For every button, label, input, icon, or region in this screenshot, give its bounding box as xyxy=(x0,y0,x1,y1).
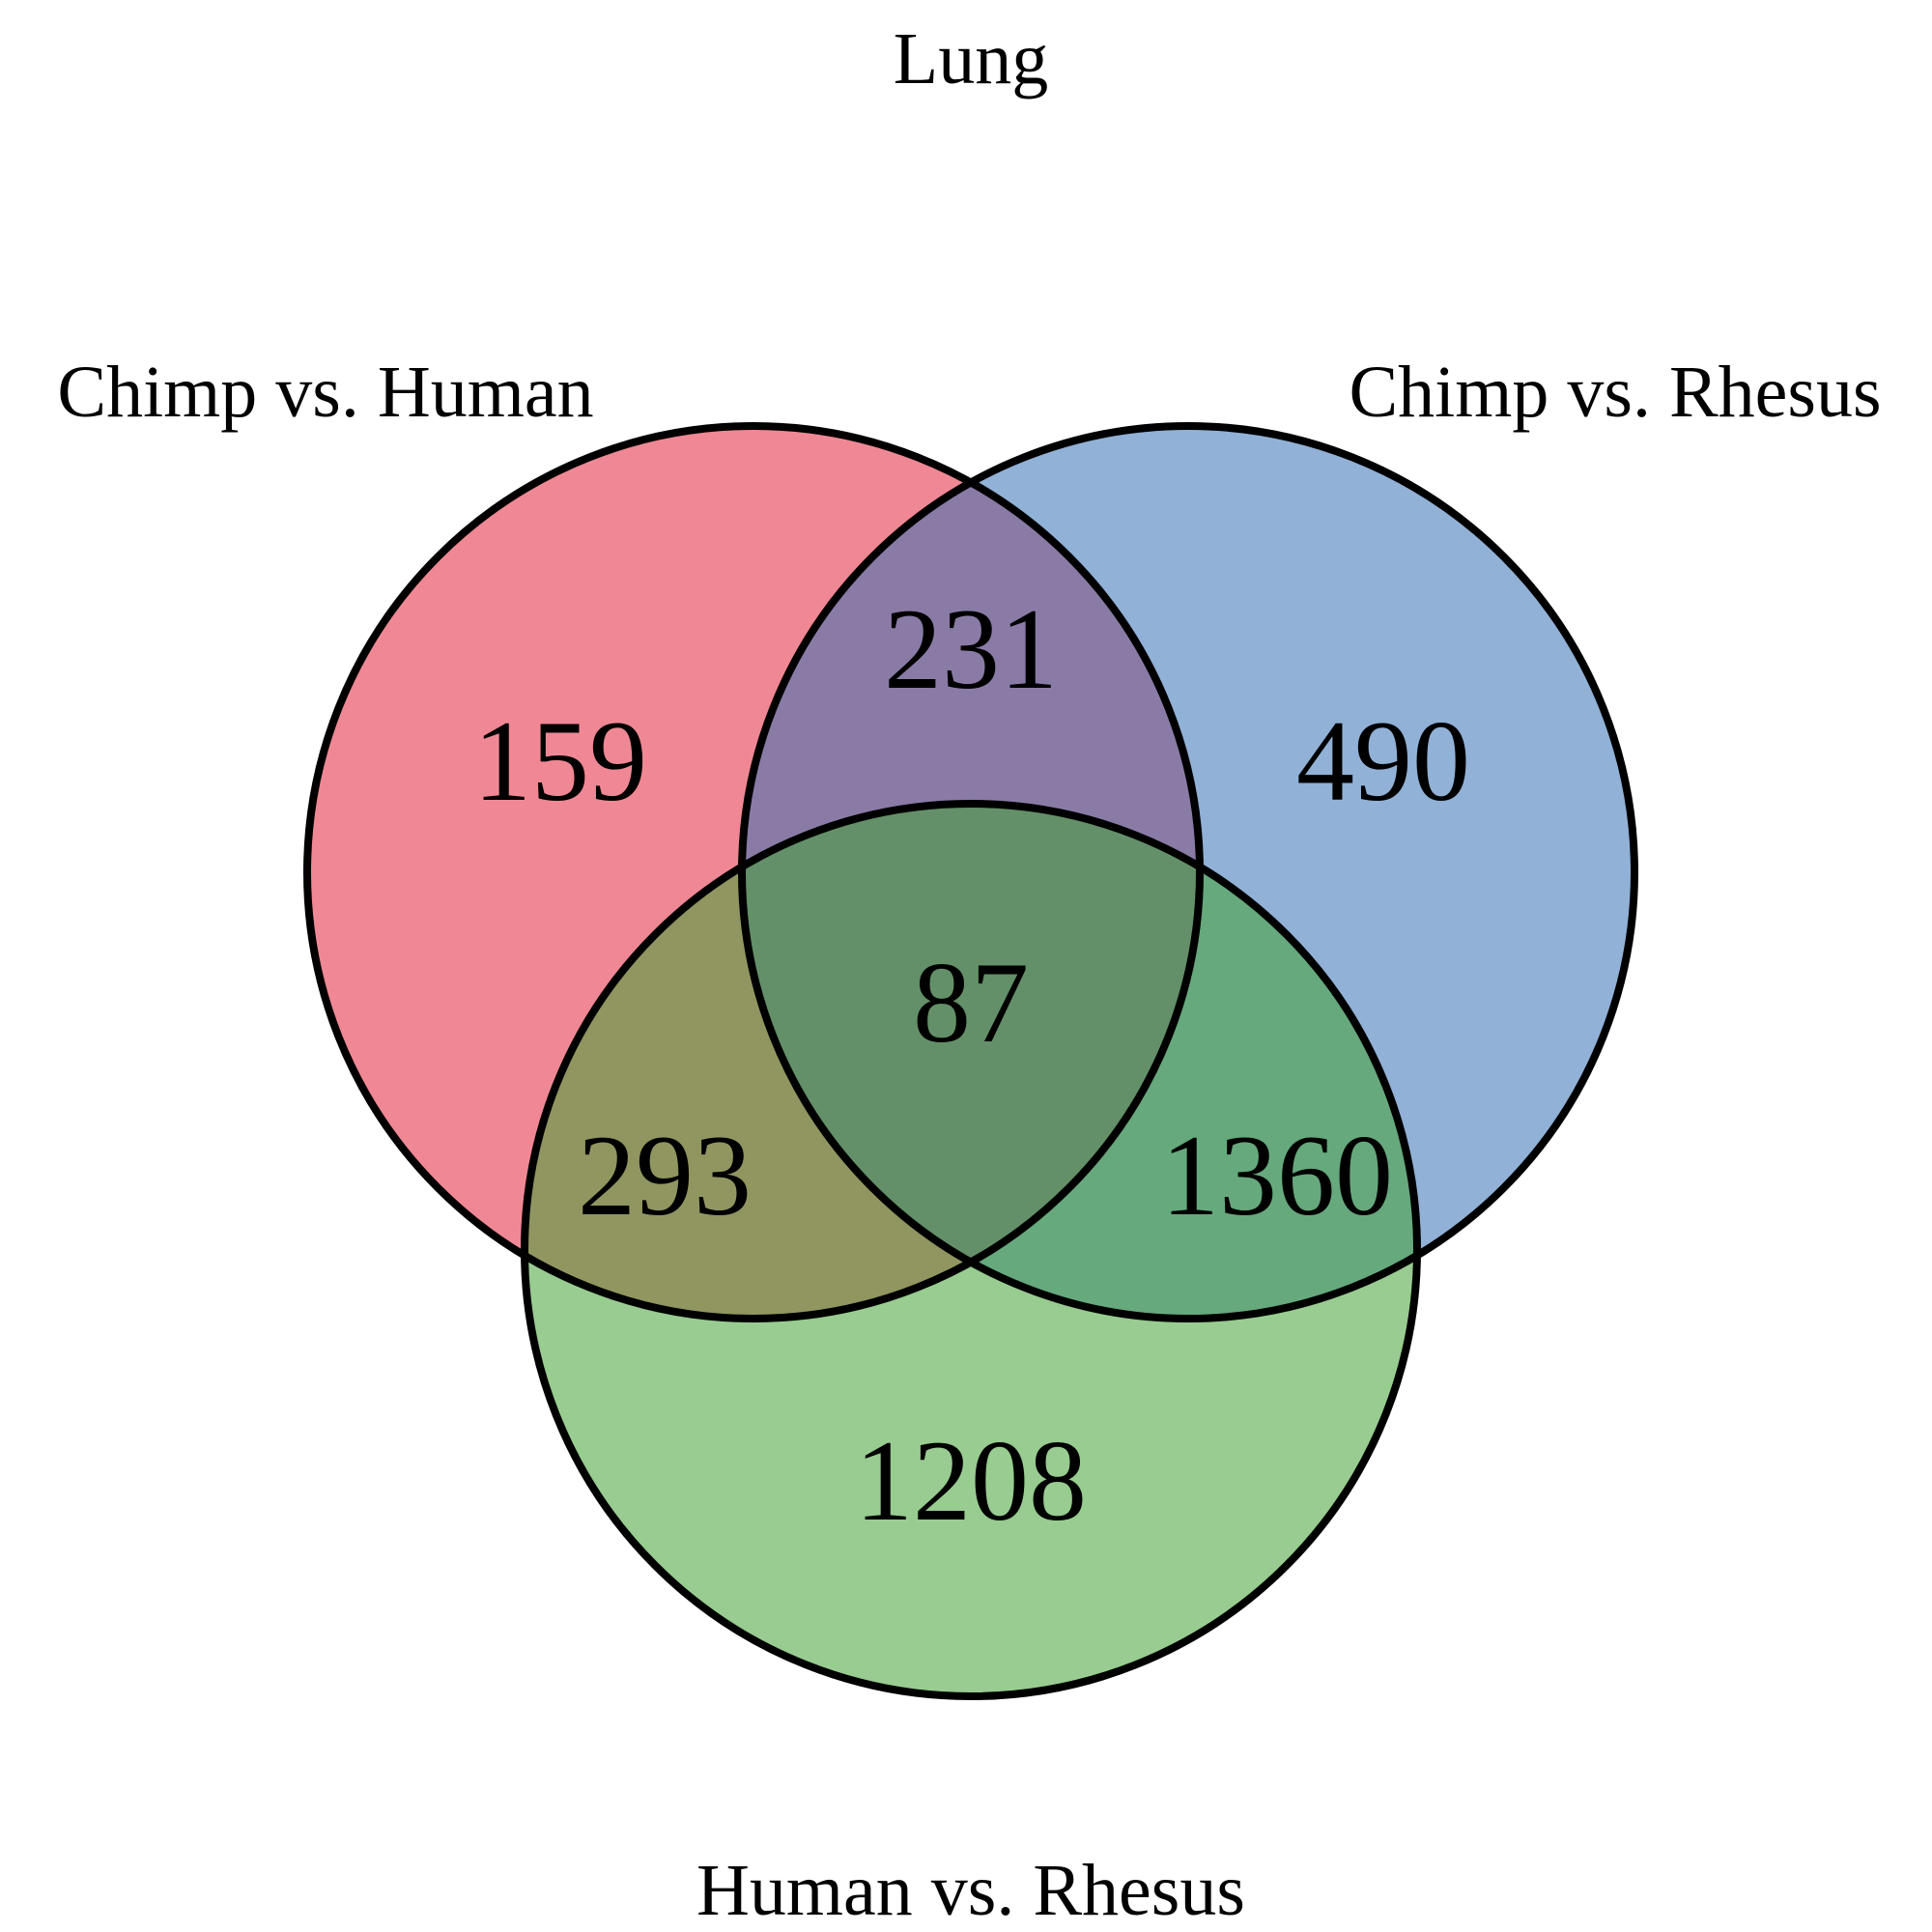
circle-outlines xyxy=(303,422,1638,1700)
chimp-vs-rhesus-circle-outline xyxy=(738,422,1638,1322)
count-chimp-vs-human-and-human-vs-rhesus: 293 xyxy=(578,1111,752,1239)
set-label-chimp-vs-rhesus: Chimp vs. Rhesus xyxy=(1349,352,1881,433)
count-chimp-vs-human-only: 159 xyxy=(473,696,647,825)
human-vs-rhesus-circle-fill xyxy=(525,804,1417,1696)
set-label-chimp-vs-human: Chimp vs. Human xyxy=(57,352,593,433)
chimp-vs-human-circle-outline xyxy=(303,422,1204,1322)
diagram-title: Lung xyxy=(894,18,1048,99)
count-chimp-vs-human-and-chimp-vs-rhesus: 231 xyxy=(884,584,1058,713)
human-vs-rhesus-circle-outline xyxy=(521,800,1421,1700)
count-all-three: 87 xyxy=(913,938,1029,1066)
set-label-human-vs-rhesus: Human vs. Rhesus xyxy=(696,1850,1245,1931)
count-chimp-vs-rhesus-and-human-vs-rhesus: 1360 xyxy=(1161,1111,1393,1239)
count-chimp-vs-rhesus-only: 490 xyxy=(1296,696,1470,825)
circle-fills xyxy=(307,426,1634,1696)
count-human-vs-rhesus-only: 1208 xyxy=(855,1416,1087,1545)
